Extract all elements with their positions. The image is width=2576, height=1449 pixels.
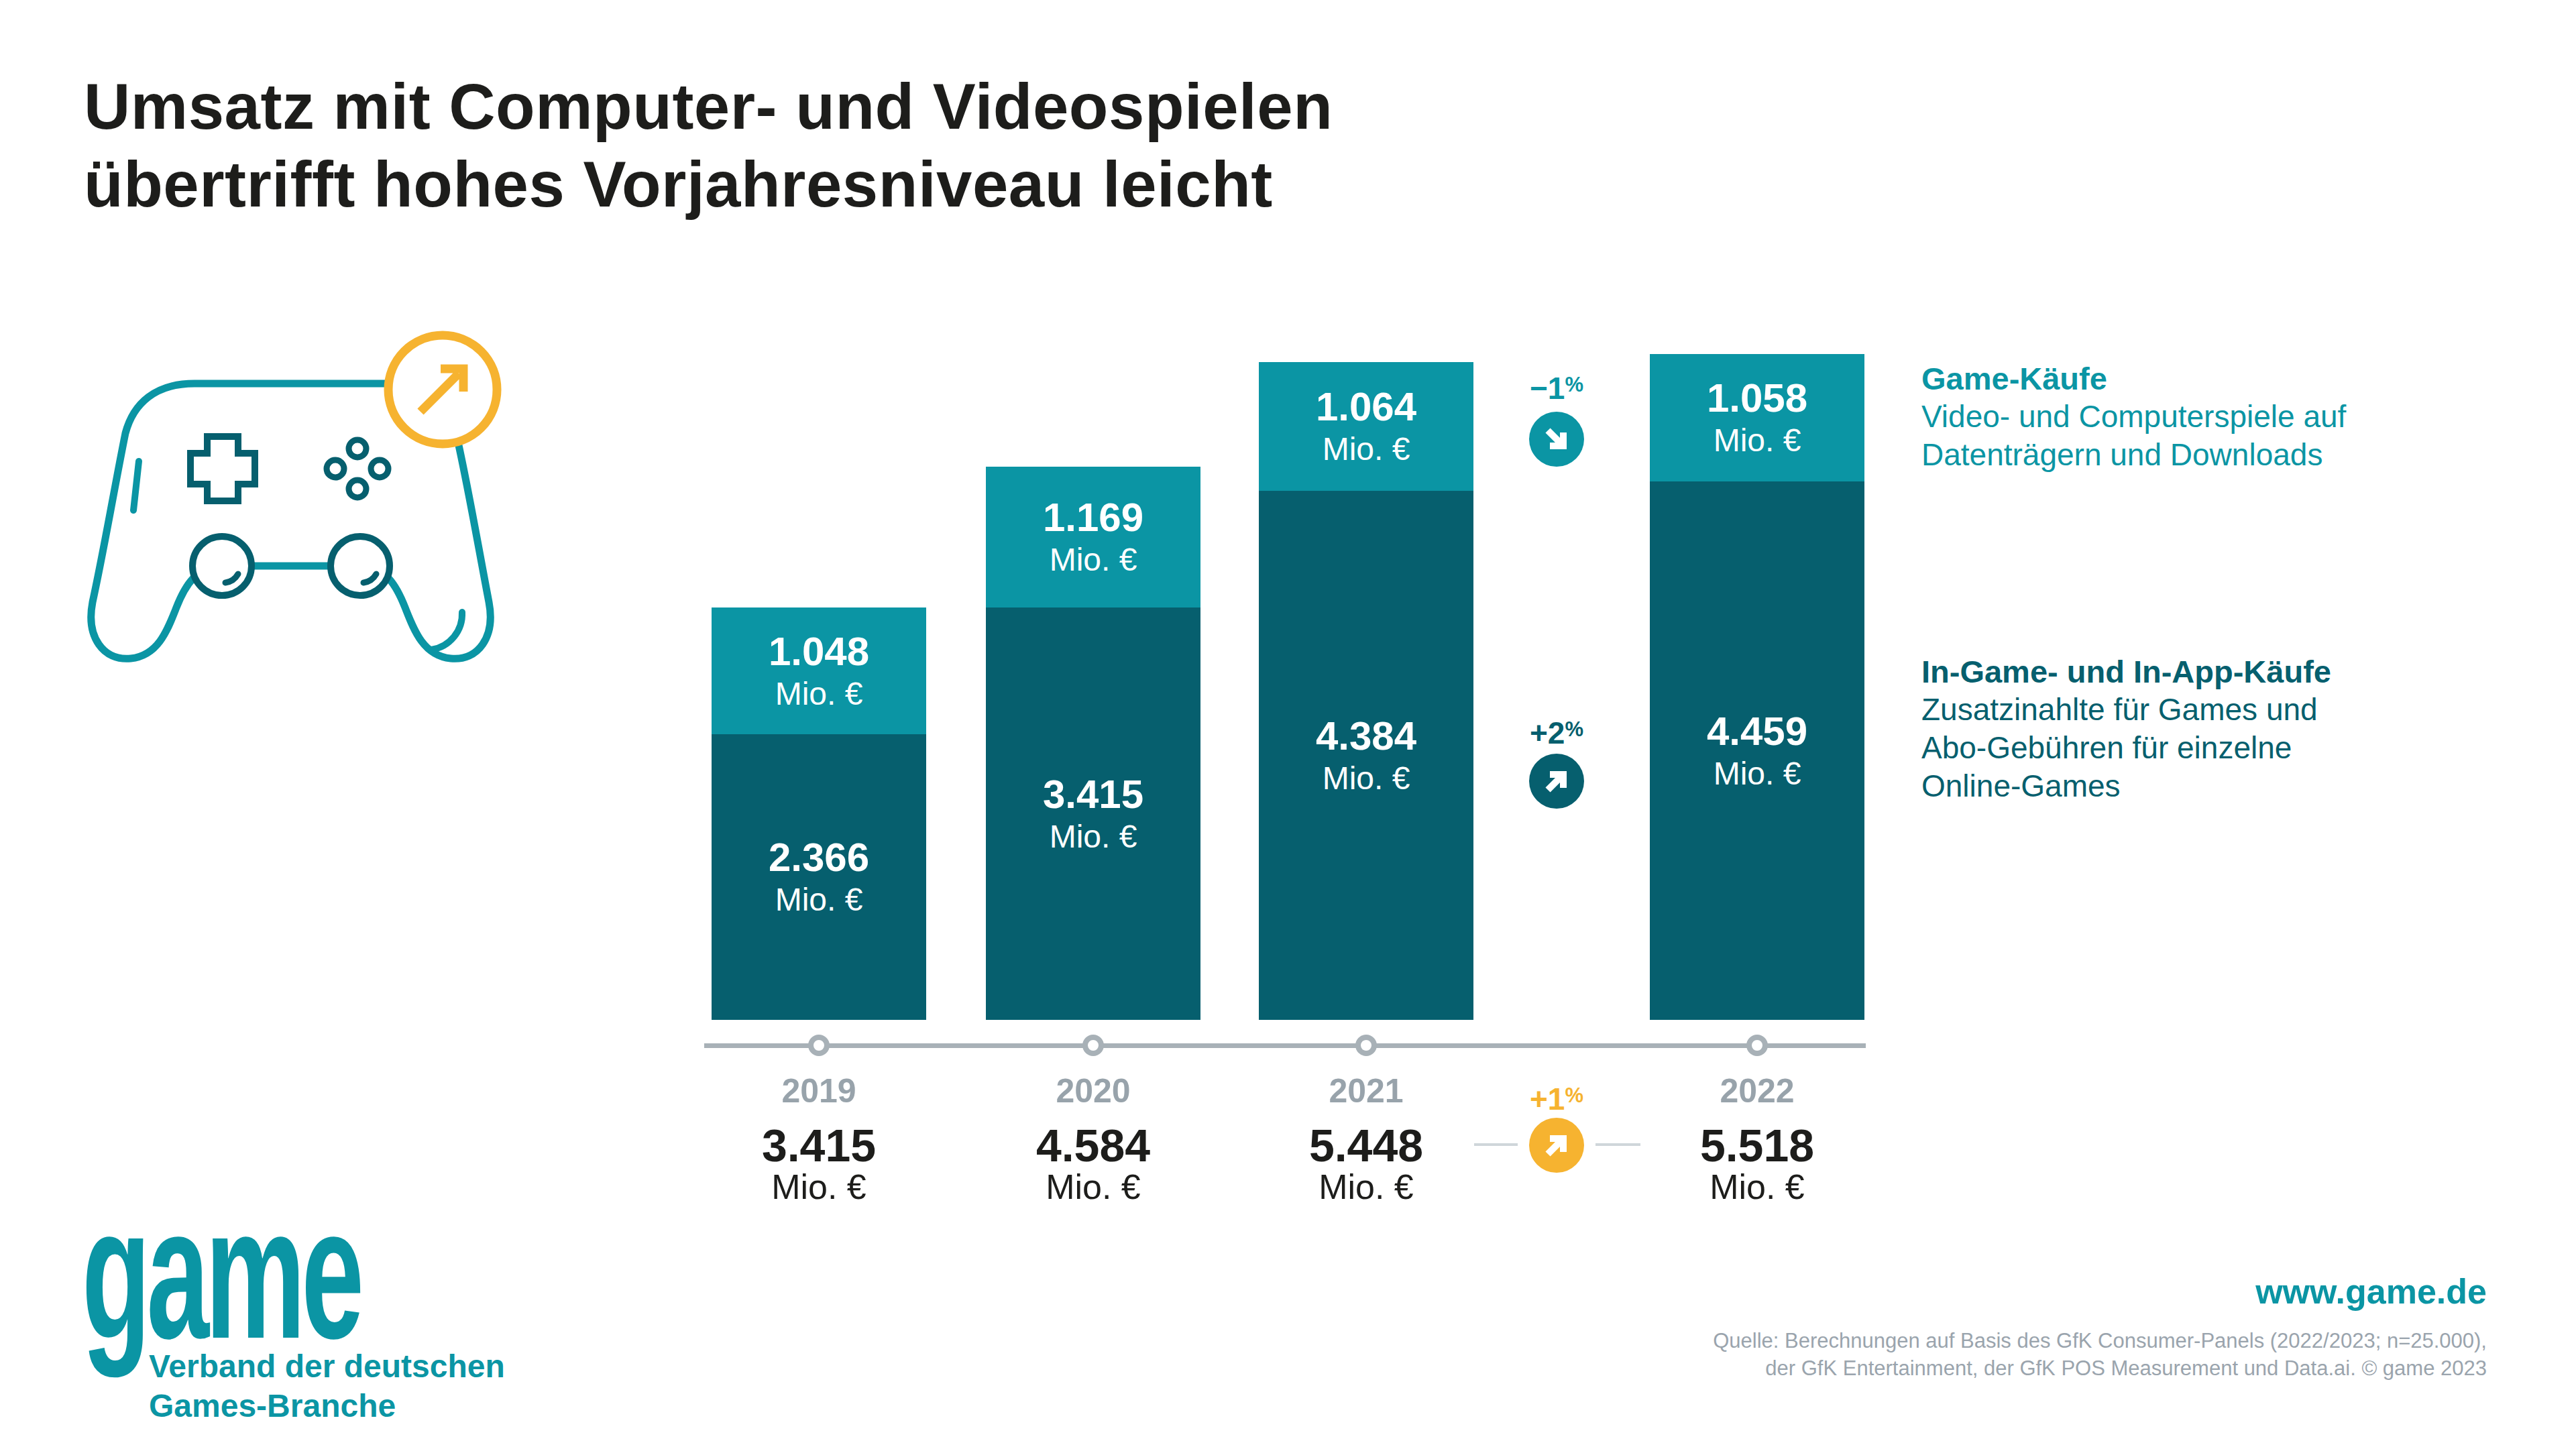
gamepad-button-bottom <box>349 480 366 498</box>
total-unit-2020: Mio. € <box>986 1167 1200 1207</box>
page-title-line1: Umsatz mit Computer- und Videospielen <box>84 68 1333 146</box>
bar-2021-game-unit: Mio. € <box>1323 431 1410 467</box>
game-logo: game <box>82 1179 360 1367</box>
legend-ingame-line3: Online-Games <box>1921 767 2331 805</box>
change-total-value: +1 <box>1530 1082 1565 1116</box>
axis-dot-2022 <box>1746 1035 1768 1056</box>
gamepad-left-stick <box>192 536 251 595</box>
gamepad-grip-arc <box>431 612 462 650</box>
arrow-up-right-icon <box>1529 754 1584 809</box>
total-connector-right <box>1595 1143 1640 1146</box>
bar-2019-game-value: 1.048 <box>769 630 869 673</box>
total-unit-2019: Mio. € <box>712 1167 926 1207</box>
gamepad-icon <box>67 282 537 671</box>
bar-2022-game-unit: Mio. € <box>1714 422 1801 459</box>
gamepad-right-stick <box>331 536 390 595</box>
bar-2019-ingame-value: 2.366 <box>769 836 869 879</box>
bar-2019-game-segment: 1.048 Mio. € <box>712 607 926 734</box>
bar-2021-game-segment: 1.064 Mio. € <box>1259 362 1473 491</box>
change-ingame-arrow-badge <box>1529 754 1584 809</box>
legend-game-line2: Datenträgern und Downloads <box>1921 436 2346 474</box>
legend-game-line1: Video- und Computerspiele auf <box>1921 398 2346 436</box>
legend-game-title: Game-Käufe <box>1921 359 2346 398</box>
bar-2020-game-value: 1.169 <box>1043 496 1143 539</box>
bar-2022-ingame-unit: Mio. € <box>1714 756 1801 792</box>
bar-2022-ingame-segment: 4.459 Mio. € <box>1650 481 1864 1020</box>
gamepad-dpad-icon <box>190 437 255 501</box>
legend-ingame-line1: Zusatzinahlte für Games und <box>1921 691 2331 729</box>
gamepad-button-top <box>349 440 366 457</box>
bar-2022-ingame-value: 4.459 <box>1707 710 1807 753</box>
bar-2021-game-value: 1.064 <box>1316 386 1416 428</box>
legend-game-block: Game-Käufe Video- und Computerspiele auf… <box>1921 359 2346 474</box>
change-ingame-pct: % <box>1565 717 1583 741</box>
bar-2020-ingame-unit: Mio. € <box>1050 819 1137 855</box>
year-label-2022: 2022 <box>1650 1071 1864 1110</box>
logo-subtitle-line1: Verband der deutschen <box>149 1346 505 1386</box>
bar-2022-game-value: 1.058 <box>1707 377 1807 420</box>
total-2021: 5.448 <box>1259 1119 1473 1171</box>
bar-2020-game-segment: 1.169 Mio. € <box>986 467 1200 607</box>
bar-2020-ingame-value: 3.415 <box>1043 773 1143 816</box>
change-game-arrow-badge <box>1529 412 1584 467</box>
change-total-pct: % <box>1565 1084 1583 1107</box>
total-2022: 5.518 <box>1650 1119 1864 1171</box>
gamepad-button-right <box>371 460 388 477</box>
year-label-2020: 2020 <box>986 1071 1200 1110</box>
arrow-up-right-icon <box>1529 1118 1584 1173</box>
source-line1: Quelle: Berechnungen auf Basis des GfK C… <box>1713 1327 2487 1354</box>
website-link[interactable]: www.game.de <box>2255 1271 2487 1312</box>
bar-2020-game-unit: Mio. € <box>1050 542 1137 578</box>
gamepad-highlight-line <box>133 461 139 510</box>
legend-ingame-line2: Abo-Gebühren für einzelne <box>1921 729 2331 767</box>
total-connector-left <box>1474 1143 1518 1146</box>
bar-2021-ingame-segment: 4.384 Mio. € <box>1259 491 1473 1020</box>
year-label-2019: 2019 <box>712 1071 926 1110</box>
page-title: Umsatz mit Computer- und Videospielen üb… <box>84 68 1333 223</box>
change-game-label: −1% <box>1483 370 1630 406</box>
page-title-line2: übertrifft hohes Vorjahresniveau leicht <box>84 146 1333 223</box>
legend-ingame-block: In-Game- und In-App-Käufe Zusatzinahlte … <box>1921 652 2331 805</box>
timeline-axis <box>704 1043 1866 1048</box>
total-2020: 4.584 <box>986 1119 1200 1171</box>
bar-2021-ingame-value: 4.384 <box>1316 715 1416 758</box>
infographic-page: Umsatz mit Computer- und Videospielen üb… <box>0 0 2576 1449</box>
change-total-arrow-badge <box>1529 1118 1584 1173</box>
arrow-down-right-icon <box>1529 412 1584 467</box>
bar-2022-game-segment: 1.058 Mio. € <box>1650 354 1864 481</box>
legend-ingame-title: In-Game- und In-App-Käufe <box>1921 652 2331 691</box>
change-ingame-label: +2% <box>1483 715 1630 751</box>
logo-subtitle: Verband der deutschen Games-Branche <box>149 1346 505 1426</box>
bar-2019-game-unit: Mio. € <box>775 676 863 712</box>
axis-dot-2021 <box>1355 1035 1377 1056</box>
axis-dot-2019 <box>808 1035 830 1056</box>
source-note: Quelle: Berechnungen auf Basis des GfK C… <box>1713 1327 2487 1382</box>
year-label-2021: 2021 <box>1259 1071 1473 1110</box>
change-ingame-value: +2 <box>1530 715 1565 750</box>
total-2019: 3.415 <box>712 1119 926 1171</box>
source-line2: der GfK Entertainment, der GfK POS Measu… <box>1713 1354 2487 1382</box>
gamepad-button-left <box>327 460 344 477</box>
change-game-value: −1 <box>1530 371 1565 406</box>
logo-subtitle-line2: Games-Branche <box>149 1386 505 1426</box>
bar-2019-ingame-unit: Mio. € <box>775 882 863 918</box>
axis-dot-2020 <box>1082 1035 1104 1056</box>
bar-2021-ingame-unit: Mio. € <box>1323 760 1410 797</box>
bar-2020-ingame-segment: 3.415 Mio. € <box>986 607 1200 1020</box>
total-unit-2021: Mio. € <box>1259 1167 1473 1207</box>
change-total-label: +1% <box>1483 1081 1630 1117</box>
total-unit-2022: Mio. € <box>1650 1167 1864 1207</box>
bar-2019-ingame-segment: 2.366 Mio. € <box>712 734 926 1020</box>
change-game-pct: % <box>1565 373 1583 396</box>
